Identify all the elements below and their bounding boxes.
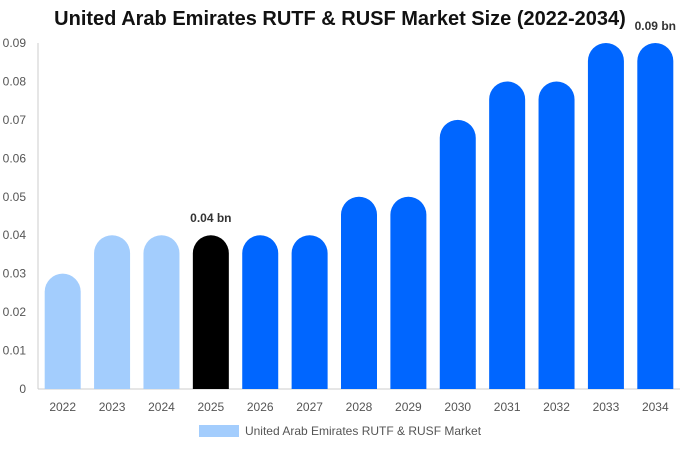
chart-title: United Arab Emirates RUTF & RUSF Market … (54, 8, 626, 30)
bar-2032[interactable] (538, 81, 575, 389)
bar-2031[interactable] (489, 81, 526, 389)
x-tick-label: 2031 (494, 400, 521, 414)
data-label-2025: 0.04 bn (190, 211, 231, 225)
x-tick-label: 2026 (247, 400, 274, 414)
x-tick-label: 2022 (49, 400, 76, 414)
y-tick-label: 0.06 (3, 151, 27, 165)
bar-2026[interactable] (242, 235, 279, 389)
bar-2025[interactable] (192, 235, 229, 389)
y-tick-label: 0 (19, 382, 26, 396)
x-tick-label: 2033 (593, 400, 620, 414)
data-label-2034: 0.09 bn (635, 19, 676, 33)
x-tick-label: 2030 (444, 400, 471, 414)
bar-2029[interactable] (390, 196, 427, 389)
y-tick-label: 0.05 (3, 190, 27, 204)
bar-2022[interactable] (44, 273, 81, 389)
y-tick-label: 0.08 (3, 74, 27, 88)
x-tick-label: 2023 (99, 400, 126, 414)
bar-2030[interactable] (439, 119, 476, 389)
bar-2024[interactable] (143, 235, 180, 389)
y-tick-label: 0.04 (3, 228, 27, 242)
bar-2028[interactable] (341, 196, 377, 389)
y-tick-label: 0.03 (3, 267, 27, 281)
legend-swatch (198, 425, 239, 437)
legend-label: United Arab Emirates RUTF & RUSF Market (244, 424, 482, 438)
y-tick-label: 0.07 (3, 113, 27, 127)
bar-2034[interactable] (637, 43, 674, 389)
x-tick-label: 2032 (543, 400, 570, 414)
bar-2033[interactable] (587, 43, 624, 389)
x-tick-label: 2029 (395, 400, 422, 414)
x-tick-label: 2024 (148, 400, 175, 414)
x-tick-label: 2034 (642, 400, 669, 414)
bar-2027[interactable] (291, 235, 328, 389)
y-tick-label: 0.09 (3, 36, 27, 50)
x-tick-label: 2027 (296, 400, 323, 414)
legend[interactable]: United Arab Emirates RUTF & RUSF Market (0, 424, 680, 438)
y-tick-label: 0.01 (3, 344, 27, 358)
x-tick-label: 2028 (346, 400, 373, 414)
x-tick-label: 2025 (197, 400, 224, 414)
bar-2023[interactable] (94, 235, 131, 389)
y-tick-label: 0.02 (3, 305, 27, 319)
